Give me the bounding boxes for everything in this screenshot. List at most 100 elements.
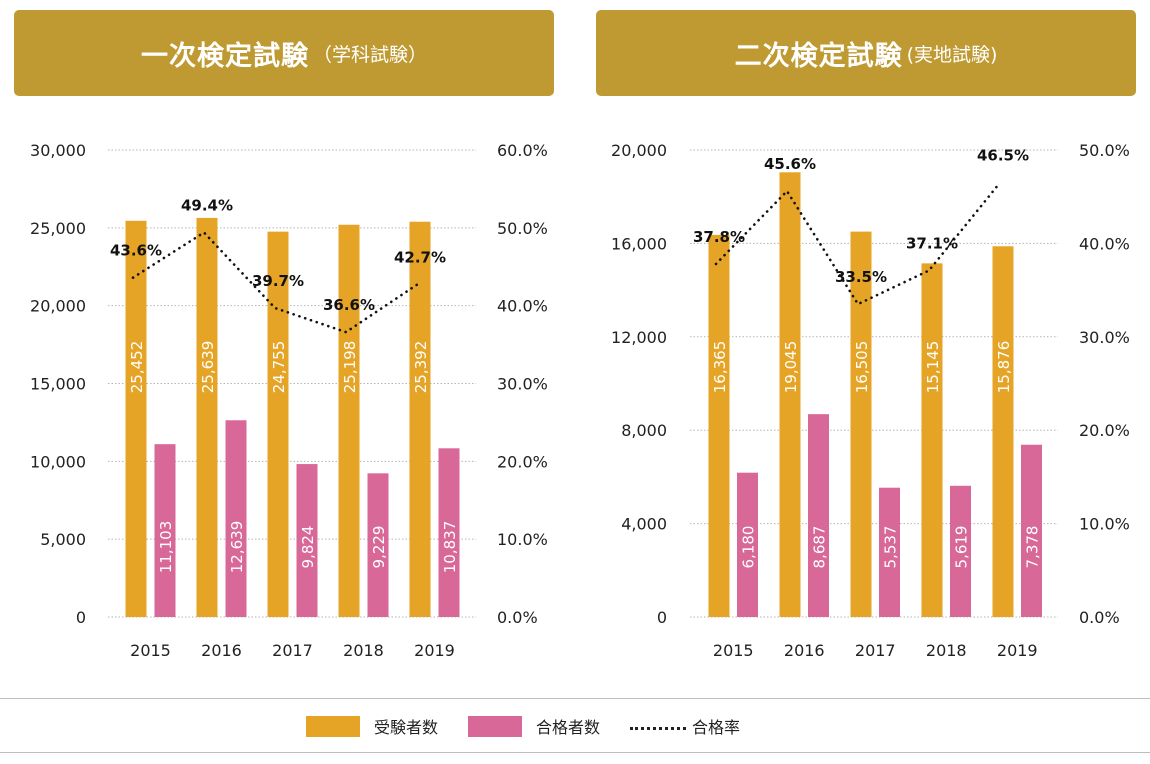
bar-passers (808, 414, 829, 617)
bar-value-label-passers: 12,639 (228, 521, 246, 574)
pass-rate-label: 39.7% (252, 272, 304, 290)
bar-value-label-passers: 11,103 (157, 521, 175, 574)
x-axis-category-label: 2018 (926, 641, 967, 660)
bar-examinees (850, 231, 872, 617)
bar-passers (154, 444, 176, 617)
pass-rate-label: 37.1% (906, 234, 958, 252)
x-axis-category-label: 2016 (201, 641, 242, 660)
pass-rate-label: 49.4% (181, 197, 233, 215)
y2-axis-tick-label: 20.0% (497, 452, 548, 471)
bar-passers (438, 448, 460, 617)
bar-examinees (779, 172, 801, 617)
pass-rate-line (714, 181, 1002, 306)
x-axis-category-label: 2019 (414, 641, 455, 660)
bar-value-label-passers: 5,537 (882, 526, 900, 569)
bar-examinees (409, 221, 431, 617)
bar-examinees (196, 217, 218, 617)
bar-value-label-examinees: 16,365 (711, 341, 729, 394)
x-axis-category-label: 2016 (784, 641, 825, 660)
chart-2: 0 4,000 8,000 12,000 16,000 20,000 0.0% 10.0% 20… (611, 141, 1130, 660)
y-axis-tick-label: 0 (76, 608, 86, 627)
legend-swatch-passers (468, 715, 523, 737)
bar-passers (367, 473, 389, 617)
legend-label: 合格者数 (536, 718, 601, 737)
chart-title-main: 二次検定試験 (734, 40, 903, 72)
bar-examinees (338, 224, 360, 617)
x-axis-category-label: 2015 (130, 641, 171, 660)
y-axis-tick-label: 15,000 (30, 375, 86, 394)
bar-value-label-passers: 7,378 (1024, 526, 1042, 569)
legend-label: 受験者数 (374, 718, 439, 737)
bar-value-label-examinees: 25,392 (412, 341, 430, 394)
bar-value-label-examinees: 15,145 (924, 341, 942, 394)
bar-examinees (708, 234, 730, 617)
bar-value-label-passers: 9,229 (370, 526, 388, 569)
x-axis-category-label: 2015 (713, 641, 754, 660)
y2-axis-tick-label: 10.0% (497, 530, 548, 549)
y-axis-tick-label: 4,000 (621, 515, 667, 534)
y2-axis-tick-label: 30.0% (1079, 328, 1130, 347)
y-axis-tick-label: 30,000 (30, 141, 86, 160)
bar-examinees (921, 263, 943, 617)
y-axis-tick-label: 20,000 (30, 297, 86, 316)
bar-value-label-passers: 10,837 (441, 521, 459, 574)
bar-examinees (992, 246, 1014, 617)
y-axis-tick-label: 10,000 (30, 452, 86, 471)
bar-value-label-passers: 8,687 (811, 526, 829, 569)
bar-passers (879, 487, 900, 617)
pass-rate-label: 42.7% (394, 249, 446, 267)
pass-rate-label: 45.6% (764, 155, 816, 173)
y2-axis-tick-label: 40.0% (1079, 234, 1130, 253)
bar-examinees (125, 220, 147, 618)
x-axis-category-label: 2019 (997, 641, 1038, 660)
legend: 受験者数 合格者数 合格率 (0, 698, 1150, 753)
y2-axis-tick-label: 30.0% (497, 375, 548, 394)
pass-rate-label: 37.8% (693, 228, 745, 246)
bar-value-label-examinees: 25,452 (128, 341, 146, 394)
bar-value-label-examinees: 15,876 (995, 341, 1013, 394)
y-axis-tick-label: 8,000 (621, 421, 667, 440)
chart-title-sub: (実地試験) (906, 43, 998, 66)
pass-rate-label: 46.5% (977, 147, 1029, 165)
legend-item-pass-rate: 合格率 (630, 714, 740, 738)
y2-axis-tick-label: 20.0% (1079, 421, 1130, 440)
y2-axis-tick-label: 0.0% (1079, 608, 1120, 627)
pass-rate-label: 36.6% (323, 296, 375, 314)
legend-label: 合格率 (692, 718, 741, 737)
x-axis-category-label: 2018 (343, 641, 384, 660)
chart-title-banner-first-exam: 一次検定試験 （学科試験） (14, 10, 554, 96)
bar-examinees (267, 231, 289, 618)
bar-passers (225, 420, 247, 617)
y-axis-tick-label: 5,000 (40, 530, 86, 549)
y2-axis-tick-label: 50.0% (497, 219, 548, 238)
bar-passers (1021, 444, 1042, 617)
y2-axis-tick-label: 40.0% (497, 297, 548, 316)
x-axis-category-label: 2017 (855, 641, 896, 660)
y2-axis-tick-label: 0.0% (497, 608, 538, 627)
bar-value-label-passers: 5,619 (953, 526, 971, 569)
y-axis-tick-label: 20,000 (611, 141, 667, 160)
legend-item-passers: 合格者数 (468, 714, 600, 738)
bar-value-label-examinees: 25,198 (341, 341, 359, 394)
chart-title-sub: （学科試験） (312, 43, 427, 66)
legend-swatch-examinees (306, 715, 360, 737)
bar-value-label-examinees: 25,639 (199, 341, 217, 394)
charts-canvas: 0 5,000 10,000 15,000 20,000 25,000 30,000 0.0%… (30, 141, 1130, 660)
bar-value-label-passers: 6,180 (740, 526, 758, 569)
chart-1: 0 5,000 10,000 15,000 20,000 25,000 30,000 0.0%… (30, 141, 548, 660)
y2-axis-tick-label: 10.0% (1079, 515, 1130, 534)
y2-axis-tick-label: 60.0% (497, 141, 548, 160)
y-axis-tick-label: 12,000 (611, 328, 667, 347)
chart-title-main: 一次検定試験 (140, 40, 309, 72)
pass-rate-label: 33.5% (835, 268, 887, 286)
pass-rate-line (131, 230, 419, 334)
pass-rate-label: 43.6% (110, 242, 162, 260)
y-axis-tick-label: 25,000 (30, 219, 86, 238)
bar-passers (950, 485, 971, 617)
legend-item-examinees: 受験者数 (306, 714, 438, 738)
y-axis-tick-label: 16,000 (611, 234, 667, 253)
bar-passers (296, 464, 318, 617)
chart-title-banner-second-exam: 二次検定試験 (実地試験) (596, 10, 1136, 96)
bar-value-label-examinees: 24,755 (270, 341, 288, 394)
legend-dotted-line-icon (630, 726, 687, 730)
